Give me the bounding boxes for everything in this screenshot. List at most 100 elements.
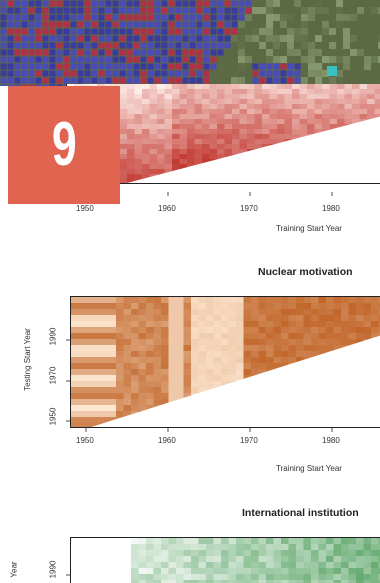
heatmap-cell [183,393,192,400]
heatmap-cell [146,315,155,322]
heatmap-cell [131,345,140,352]
heatmap-cell [262,114,271,120]
map-cell [203,77,210,84]
heatmap-cell [221,369,230,376]
heatmap-cell [168,333,177,340]
heatmap-cell [187,154,196,160]
heatmap-cell [239,134,248,140]
heatmap-cell [247,89,256,95]
heatmap-cell [153,544,162,551]
heatmap-cell [333,345,342,352]
heatmap-cell [116,375,125,382]
map-terrain-patch [315,77,322,84]
heatmap-cell [93,345,102,352]
map-cell [119,70,126,77]
heatmap-cell [318,327,327,334]
heatmap-cell [311,574,320,581]
heatmap-cell [243,363,252,370]
heatmap-cell [161,309,170,316]
heatmap-cell [292,129,301,135]
map-terrain-patch [308,56,315,63]
heatmap-cell [161,339,170,346]
map-cell [84,14,91,21]
heatmap-cell [251,562,260,569]
heatmap-cell [296,544,305,551]
map-cell [70,56,77,63]
heatmap-cell [71,315,80,322]
heatmap-cell [206,568,215,575]
heatmap-cell [333,321,342,328]
heatmap-cell [179,109,188,115]
map-cell [56,84,63,86]
heatmap-cell [213,580,222,583]
heatmap-cell [191,303,200,310]
heatmap-cell [224,99,233,105]
map-cell [196,21,203,28]
heatmap-cell [101,550,110,557]
heatmap-cell [224,94,233,100]
map-cell [294,63,301,70]
heatmap-cell [131,381,140,388]
map-cell [231,14,238,21]
map-cell [140,77,147,84]
map-cell [28,21,35,28]
heatmap-cell [138,351,147,358]
heatmap-cell [202,84,211,90]
heatmap-cell [202,124,211,130]
map-cell [161,28,168,35]
heatmap-cell [78,544,87,551]
heatmap-cell [176,327,185,334]
heatmap-cell [119,144,128,150]
heatmap-cell [262,104,271,110]
heatmap-cell [288,574,297,581]
heatmap-cell [209,104,218,110]
heatmap-cell [138,327,147,334]
heatmap-cell [101,405,110,412]
heatmap-cell [78,417,87,424]
heatmap-cell [138,556,147,563]
heatmap-cell [356,321,365,328]
heatmap-cell [303,297,312,304]
heatmap-cell [131,387,140,394]
heatmap-cell [348,562,357,569]
heatmap-cell [288,345,297,352]
map-cell [35,21,42,28]
heatmap-cell [183,381,192,388]
map-cell [189,49,196,56]
map-cell [126,42,133,49]
heatmap-cell [232,114,241,120]
heatmap-cell [363,580,372,583]
heatmap-cell [101,544,110,551]
heatmap-cell [138,333,147,340]
map-cell [168,77,175,84]
heatmap-cell [198,315,207,322]
x-tick-1970-top: 1970 [240,204,258,213]
map-terrain-patch [322,28,329,35]
heatmap-cell [119,174,128,180]
heatmap-cell [206,333,215,340]
heatmap-cell [262,139,271,145]
map-cell [196,56,203,63]
map-cell [175,77,182,84]
y-tick-1990-institutions: 1990 [48,560,58,579]
map-cell [266,70,273,77]
heatmap-cell [296,333,305,340]
heatmap-cell [266,363,275,370]
heatmap-cell [258,580,267,583]
heatmap-cell [168,345,177,352]
heatmap-cell [277,84,286,90]
heatmap-cell [161,345,170,352]
heatmap-cell [142,144,151,150]
heatmap-cell [138,297,147,304]
map-cell [133,56,140,63]
map-cell [98,56,105,63]
heatmap-cell [191,538,200,545]
map-terrain-patch [343,42,350,49]
map-cell [84,56,91,63]
map-cell [203,56,210,63]
heatmap-cell [164,134,173,140]
heatmap-cell [146,405,155,412]
heatmap-cell [273,550,282,557]
heatmap-cell [251,321,260,328]
map-cell [196,14,203,21]
